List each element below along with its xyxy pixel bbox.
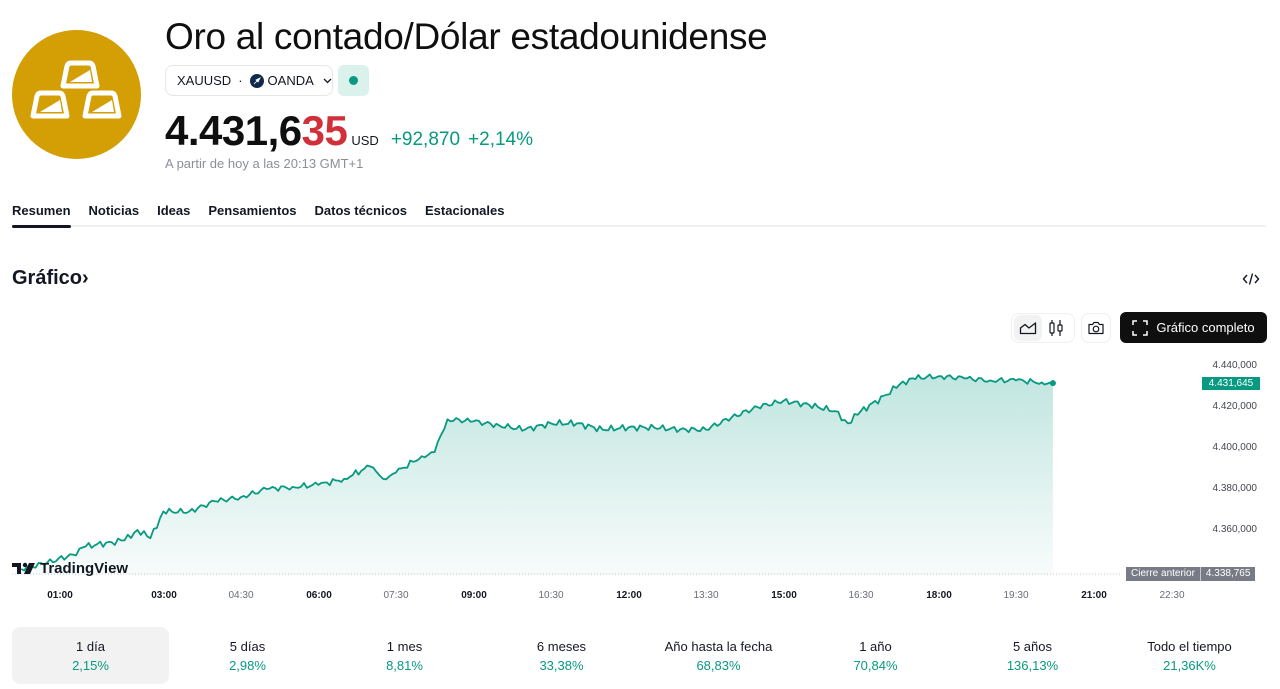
area-chart-button[interactable] bbox=[1014, 315, 1042, 341]
y-tick: 4.440,000 bbox=[1212, 360, 1258, 371]
candles-icon bbox=[1049, 320, 1063, 336]
price-change-abs: +92,870 bbox=[390, 129, 461, 150]
chart-type-toggle bbox=[1011, 313, 1075, 343]
period-value: 68,83% bbox=[696, 657, 741, 673]
period-value: 2,15% bbox=[72, 657, 109, 673]
y-tick: 4.380,000 bbox=[1212, 483, 1258, 494]
chart-section-link[interactable]: Gráfico› bbox=[12, 267, 89, 290]
tab-bar: Resumen Noticias Ideas Pensamientos Dato… bbox=[12, 203, 523, 228]
price-change-pct: +2,14% bbox=[468, 129, 534, 150]
market-open-dot-icon bbox=[349, 76, 358, 85]
tradingview-wordmark: TradingView bbox=[40, 560, 129, 577]
period-1-mes[interactable]: 1 mes 8,81% bbox=[326, 627, 483, 684]
x-tick: 07:30 bbox=[383, 590, 409, 601]
price-chart[interactable] bbox=[0, 355, 1280, 590]
tab-estacionales[interactable]: Estacionales bbox=[425, 203, 505, 218]
price-timestamp: A partir de hoy a las 20:13 GMT+1 bbox=[165, 156, 364, 171]
code-embed-icon bbox=[1242, 273, 1260, 285]
period-ytd[interactable]: Año hasta la fecha 68,83% bbox=[640, 627, 797, 684]
area-chart-icon bbox=[1019, 322, 1037, 335]
period-1-dia[interactable]: 1 día 2,15% bbox=[12, 627, 169, 684]
oanda-icon bbox=[249, 73, 264, 88]
tab-pensamientos[interactable]: Pensamientos bbox=[208, 203, 297, 218]
candles-chart-button[interactable] bbox=[1042, 315, 1070, 341]
symbol-exchange-selector[interactable]: XAUUSD · OANDA bbox=[165, 65, 333, 96]
period-value: 2,98% bbox=[229, 657, 266, 673]
period-performance-bar: 1 día 2,15% 5 días 2,98% 1 mes 8,81% 6 m… bbox=[12, 627, 1268, 684]
x-tick: 12:00 bbox=[616, 590, 642, 601]
price-main: 4.431,6 bbox=[165, 107, 302, 154]
embed-code-button[interactable] bbox=[1240, 269, 1262, 289]
x-tick: 04:30 bbox=[228, 590, 254, 601]
period-label: 5 días bbox=[229, 638, 266, 654]
period-1-ano[interactable]: 1 año 70,84% bbox=[797, 627, 954, 684]
period-label: 5 años bbox=[1012, 638, 1053, 654]
tabs-divider bbox=[12, 225, 1266, 227]
camera-icon bbox=[1088, 321, 1104, 335]
separator: · bbox=[238, 73, 243, 88]
x-tick: 19:30 bbox=[1003, 590, 1029, 601]
exchange-name: OANDA bbox=[267, 73, 314, 88]
period-todo[interactable]: Todo el tiempo 21,36K% bbox=[1111, 627, 1268, 684]
period-label: 6 meses bbox=[536, 638, 587, 654]
page-title: Oro al contado/Dólar estadounidense bbox=[165, 16, 768, 57]
period-label: 1 mes bbox=[386, 638, 423, 654]
x-tick: 15:00 bbox=[771, 590, 797, 601]
period-5-anos[interactable]: 5 años 136,13% bbox=[954, 627, 1111, 684]
period-label: Año hasta la fecha bbox=[664, 638, 773, 654]
x-tick: 21:00 bbox=[1081, 590, 1107, 601]
period-5-dias[interactable]: 5 días 2,98% bbox=[169, 627, 326, 684]
tab-noticias[interactable]: Noticias bbox=[88, 203, 140, 218]
y-tick: 4.400,000 bbox=[1212, 442, 1258, 453]
x-tick: 06:00 bbox=[306, 590, 332, 601]
fullscreen-icon bbox=[1132, 319, 1149, 336]
tradingview-watermark[interactable]: TradingView bbox=[12, 560, 128, 577]
chart-section-title: Gráfico bbox=[12, 267, 83, 289]
period-label: 1 año bbox=[859, 638, 892, 654]
tab-ideas[interactable]: Ideas bbox=[157, 203, 191, 218]
tab-resumen[interactable]: Resumen bbox=[12, 203, 71, 228]
snapshot-button[interactable] bbox=[1081, 313, 1111, 343]
period-value: 70,84% bbox=[853, 657, 898, 673]
x-tick: 22:30 bbox=[1159, 590, 1185, 601]
price-area-fill bbox=[21, 374, 1053, 575]
chevron-right-icon: › bbox=[82, 267, 89, 289]
gold-bars-icon bbox=[30, 60, 122, 119]
tradingview-logo-icon bbox=[12, 562, 35, 574]
period-value: 8,81% bbox=[386, 657, 423, 673]
price-tail-digits: 35 bbox=[301, 107, 348, 154]
x-tick: 09:00 bbox=[461, 590, 487, 601]
x-tick: 16:30 bbox=[848, 590, 874, 601]
x-tick: 13:30 bbox=[693, 590, 719, 601]
period-label: Todo el tiempo bbox=[1147, 638, 1232, 654]
period-value: 21,36K% bbox=[1163, 657, 1216, 673]
full-chart-button[interactable]: Gráfico completo bbox=[1120, 312, 1267, 343]
chevron-down-icon bbox=[323, 78, 332, 84]
gold-logo bbox=[12, 30, 141, 159]
previous-close-badge: Cierre anterior 4.338,765 bbox=[1126, 567, 1256, 581]
x-tick: 18:00 bbox=[926, 590, 952, 601]
x-tick: 10:30 bbox=[538, 590, 564, 601]
x-tick: 01:00 bbox=[47, 590, 73, 601]
price-line bbox=[20, 373, 1054, 572]
x-tick: 03:00 bbox=[151, 590, 177, 601]
y-tick: 4.360,000 bbox=[1212, 524, 1258, 535]
market-status-button[interactable] bbox=[338, 65, 369, 96]
full-chart-label: Gráfico completo bbox=[1156, 320, 1255, 335]
y-tick: 4.420,000 bbox=[1212, 401, 1258, 412]
previous-close-label: Cierre anterior bbox=[1126, 567, 1200, 581]
period-value: 33,38% bbox=[539, 657, 584, 673]
previous-close-value: 4.338,765 bbox=[1199, 567, 1256, 581]
price-row: 4.431,6 35 USD +92,870 +2,14% bbox=[165, 107, 533, 155]
last-price-dot bbox=[1049, 380, 1056, 387]
price-currency: USD bbox=[351, 133, 379, 148]
tab-datos-tecnicos[interactable]: Datos técnicos bbox=[314, 203, 407, 218]
period-value: 136,13% bbox=[1006, 657, 1059, 673]
period-6-meses[interactable]: 6 meses 33,38% bbox=[483, 627, 640, 684]
period-label: 1 día bbox=[76, 638, 105, 654]
last-price-badge: 4.431,645 bbox=[1202, 377, 1260, 390]
symbol-ticker: XAUUSD bbox=[177, 73, 232, 88]
